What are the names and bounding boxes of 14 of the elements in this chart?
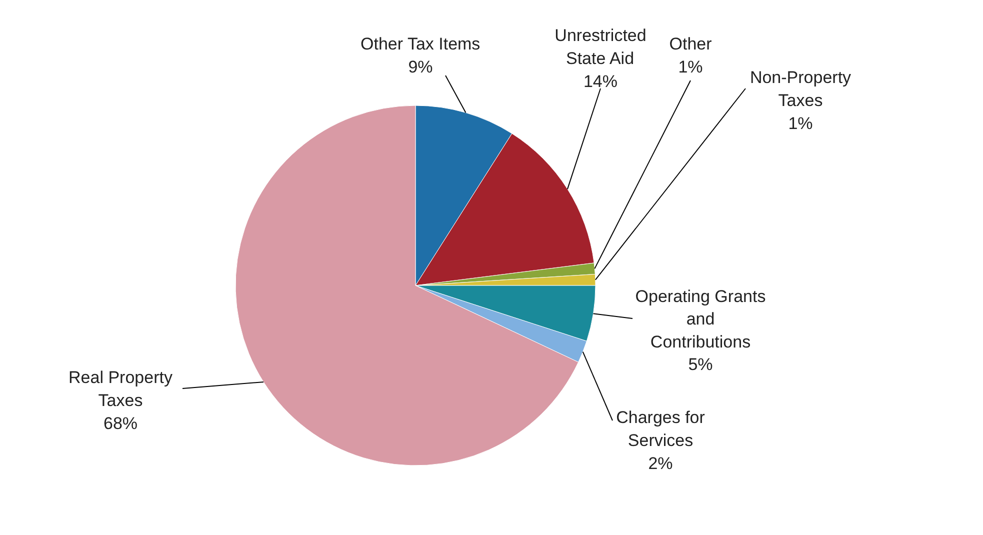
slice-label: Non-Property Taxes xyxy=(750,68,852,110)
slice-label: Real Property Taxes xyxy=(68,368,173,410)
slice-label: Other Tax Items xyxy=(360,34,480,54)
data-label: 2% xyxy=(648,454,673,473)
data-label: 5% xyxy=(688,355,713,374)
slice-label: Operating Grants and Contributions xyxy=(635,286,766,352)
slice-label: Charges for Services xyxy=(616,408,706,450)
data-label: 68% xyxy=(103,414,138,433)
data-label: 1% xyxy=(678,57,703,76)
data-label: 9% xyxy=(408,57,433,76)
slice-label: Other xyxy=(669,34,712,54)
slice-label: Unrestricted State Aid xyxy=(554,26,646,68)
data-label: 14% xyxy=(583,72,618,91)
data-label: 1% xyxy=(788,114,813,133)
